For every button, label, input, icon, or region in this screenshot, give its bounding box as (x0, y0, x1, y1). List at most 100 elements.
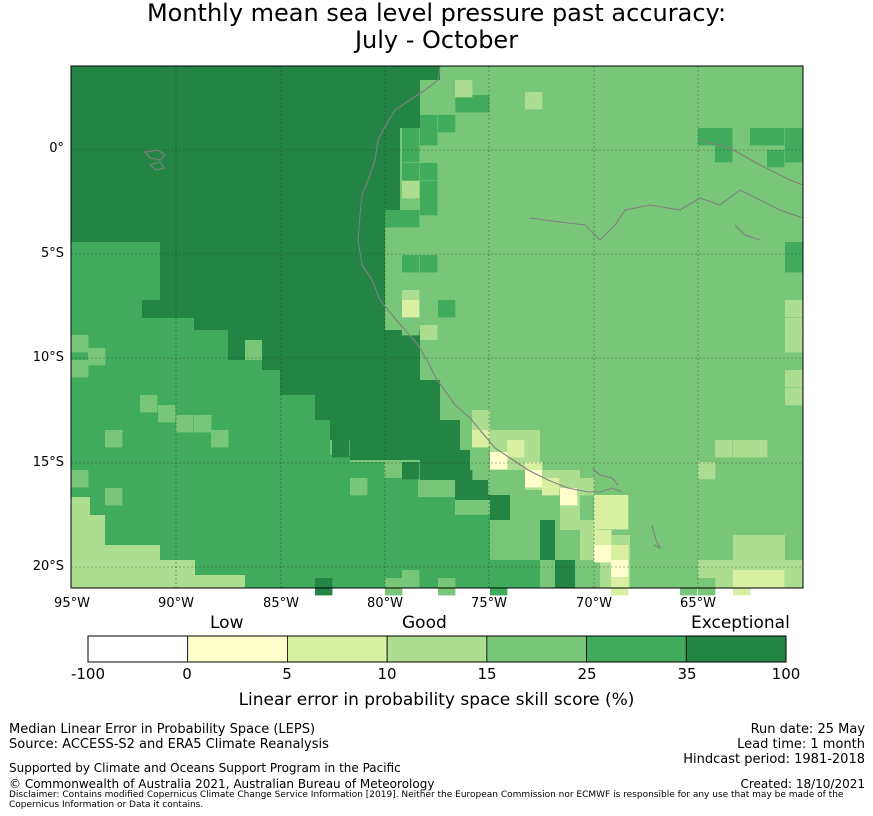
skill-cell (402, 318, 420, 336)
skill-cell (680, 578, 698, 596)
skill-cell (262, 512, 280, 530)
skill-cell (438, 462, 456, 480)
skill-cell (715, 145, 733, 163)
footer-source: Source: ACCESS-S2 and ERA5 Climate Reana… (9, 737, 329, 752)
footer-method: Median Linear Error in Probability Space… (9, 722, 316, 737)
skill-cell (594, 495, 612, 513)
lon-label-65w: 65°W (680, 596, 716, 611)
skill-cell (420, 163, 438, 181)
lon-label-80w: 80°W (367, 596, 403, 611)
skill-cell (733, 440, 751, 458)
skill-cell (594, 530, 612, 548)
skill-cell (105, 430, 123, 448)
skill-cell (455, 80, 473, 98)
skill-cell (577, 478, 595, 496)
lat-label-15s: 15°S (32, 455, 64, 470)
skill-cell (525, 92, 543, 110)
skill-cell (785, 335, 803, 353)
skill-cell (767, 150, 785, 168)
footer-run-date: Run date: 25 May (750, 722, 865, 737)
skill-cell (315, 578, 333, 596)
colorbar-tick: 0 (182, 665, 192, 683)
skill-cell (105, 488, 123, 506)
skill-cell (715, 440, 733, 458)
skill-cell (402, 570, 420, 588)
skill-cell (750, 570, 768, 588)
skill-region-south-light (71, 497, 245, 588)
skill-cell (420, 115, 438, 133)
footer-hindcast-period: Hindcast period: 1981-2018 (683, 752, 865, 767)
coastline-segment (357, 65, 623, 493)
skill-cell (140, 395, 158, 413)
lat-label-5s: 5°S (40, 246, 64, 261)
skill-cell (402, 145, 420, 163)
colorbar-segment (87, 635, 189, 663)
colorbar (87, 635, 787, 663)
skill-cell (767, 128, 785, 146)
skill-cell (438, 145, 456, 163)
skill-cell (611, 495, 629, 513)
coastline-segment (651, 524, 662, 550)
skill-cell (402, 163, 420, 181)
skill-cell (402, 255, 420, 273)
skill-cell (490, 578, 508, 596)
skill-cell (402, 300, 420, 318)
lat-label-20s: 20°S (32, 559, 64, 574)
colorbar-caption: Linear error in probability space skill … (238, 690, 635, 710)
skill-cell (420, 181, 438, 199)
skill-cell (525, 470, 543, 488)
map-title-line2: July - October (354, 26, 519, 54)
skill-cell (611, 560, 629, 578)
category-good: Good (402, 613, 447, 633)
skill-cell (750, 440, 768, 458)
skill-cell (88, 348, 106, 366)
skill-cell (785, 370, 803, 388)
footer-created: Created: 18/10/2021 (740, 777, 865, 791)
coastline-segment (148, 161, 165, 171)
skill-cell (611, 545, 629, 563)
colorbar-tick: 25 (577, 665, 597, 683)
skill-cell (594, 545, 612, 563)
skill-cell (420, 325, 438, 343)
lon-label-85w: 85°W (263, 596, 299, 611)
skill-cell (594, 512, 612, 530)
coastline-segment (529, 189, 804, 241)
skill-cell (698, 578, 716, 596)
skill-cell (385, 210, 403, 228)
category-exceptional: Exceptional (691, 613, 790, 633)
lat-label-0: 0° (49, 141, 64, 156)
category-low: Low (210, 613, 244, 633)
skill-cell (490, 430, 508, 448)
colorbar-tick: 15 (477, 665, 497, 683)
skill-region-ocean-core (71, 66, 575, 588)
skill-cell (438, 300, 456, 318)
map-frame (70, 65, 804, 589)
skill-cell (438, 95, 456, 113)
lon-label-70w: 70°W (576, 596, 612, 611)
skill-cell (785, 145, 803, 163)
skill-cell (438, 578, 456, 596)
skill-cell (420, 198, 438, 216)
skill-cell (71, 470, 89, 488)
lon-label-90w: 90°W (158, 596, 194, 611)
skill-cell (367, 462, 385, 480)
skill-cell (402, 128, 420, 146)
skill-cell (71, 335, 89, 353)
map-title-line1: Monthly mean sea level pressure past acc… (146, 0, 727, 27)
colorbar-tick: 10 (377, 665, 397, 683)
skill-cell (402, 462, 420, 480)
colorbar-tick: 35 (677, 665, 697, 683)
skill-cell (750, 128, 768, 146)
skill-cells (71, 66, 803, 596)
colorbar-segment (287, 635, 388, 663)
skill-cell (733, 578, 751, 596)
colorbar-segment (486, 635, 587, 663)
skill-cell (472, 95, 490, 113)
skill-cell (420, 255, 438, 273)
colorbar-segment (386, 635, 488, 663)
colorbar-tick: -100 (70, 665, 106, 683)
footer-disclaimer: Disclaimer: Contains modified Copernicus… (9, 790, 844, 810)
skill-cell (698, 128, 716, 146)
skill-cell (402, 181, 420, 199)
map-gridlines (71, 66, 803, 588)
